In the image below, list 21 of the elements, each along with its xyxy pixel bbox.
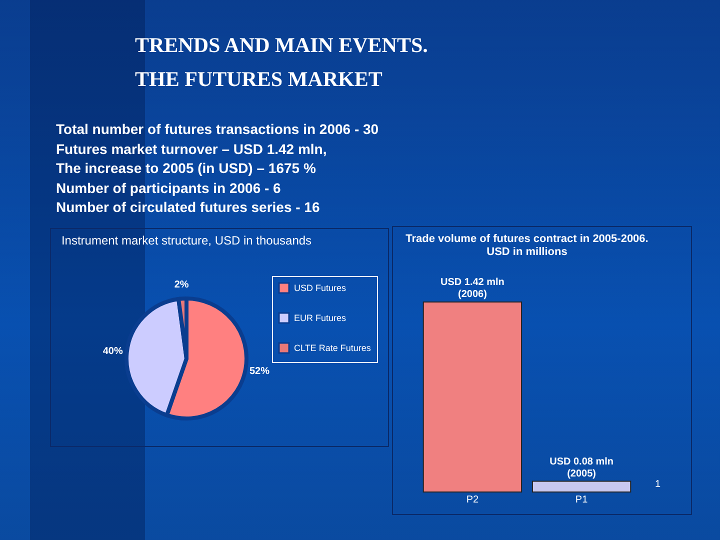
data-label: 40% <box>102 346 123 358</box>
legend-label: EUR Futures <box>294 313 347 323</box>
text: The increase to 2005 (in USD) – 1675 % <box>56 159 317 178</box>
chart-title: Trade volume of futures contract in 2005-2006. <box>406 233 648 245</box>
text: Number of circulated futures series - 16 <box>56 198 321 217</box>
data-label: USD 1.42 mln (2006) <box>440 277 504 300</box>
data-label: 52% <box>249 366 270 377</box>
legend-label: USD Futures <box>294 283 347 293</box>
data-label: USD 0.08 mln (2005) <box>550 456 614 480</box>
x-tick-label: P1 <box>575 494 588 506</box>
text: TRENDS AND MAIN EVENTS. <box>135 33 428 58</box>
text: Futures market turnover – USD 1.42 mln, <box>56 140 328 158</box>
data-label: 2% <box>174 280 189 291</box>
x-tick-label: P2 <box>466 494 480 506</box>
chart-title: Instrument market structure, USD in thousands <box>61 234 312 248</box>
text: THE FUTURES MARKET <box>135 67 382 92</box>
chart-subtitle: USD in millions <box>486 246 568 258</box>
text: Total number of futures transactions in 2006 - 30 <box>56 120 379 139</box>
text: Number of participants in 2006 - 6 <box>56 178 282 198</box>
text: 1 <box>655 479 661 490</box>
legend-label: CLTE Rate Futures <box>294 343 372 353</box>
